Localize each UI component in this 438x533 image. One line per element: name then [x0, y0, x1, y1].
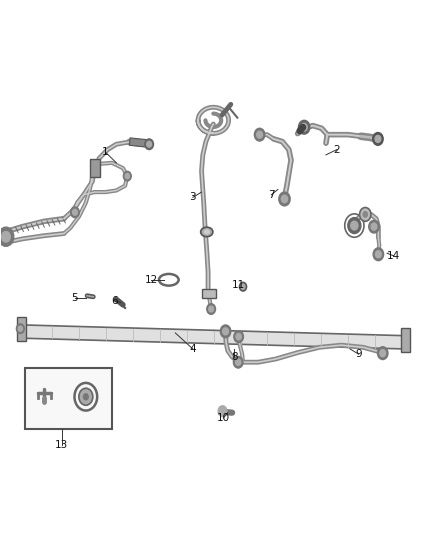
Circle shape	[125, 174, 130, 179]
Text: 13: 13	[55, 440, 68, 450]
Text: 2: 2	[334, 144, 340, 155]
Circle shape	[279, 192, 290, 206]
Text: 3: 3	[190, 192, 196, 203]
Circle shape	[257, 131, 262, 138]
Ellipse shape	[204, 229, 210, 235]
Circle shape	[373, 248, 384, 261]
Bar	[90, 159, 100, 177]
Circle shape	[236, 334, 241, 340]
Circle shape	[301, 124, 307, 131]
Circle shape	[369, 220, 379, 233]
Polygon shape	[25, 325, 403, 349]
Text: 8: 8	[231, 352, 237, 362]
Circle shape	[236, 359, 241, 366]
Circle shape	[147, 141, 152, 147]
Circle shape	[0, 227, 14, 246]
Bar	[201, 289, 215, 298]
Circle shape	[209, 306, 214, 312]
Circle shape	[348, 217, 361, 233]
Text: 1: 1	[102, 147, 109, 157]
Text: 10: 10	[217, 413, 230, 423]
Circle shape	[375, 251, 381, 258]
Circle shape	[233, 357, 243, 368]
Circle shape	[234, 331, 244, 343]
Circle shape	[220, 325, 231, 338]
Circle shape	[373, 133, 383, 146]
Circle shape	[362, 211, 368, 218]
Circle shape	[360, 207, 371, 221]
Text: 6: 6	[111, 296, 117, 306]
Text: 7: 7	[268, 190, 275, 200]
Circle shape	[71, 207, 79, 217]
Circle shape	[223, 328, 229, 335]
Circle shape	[79, 388, 93, 405]
Text: 9: 9	[355, 349, 362, 359]
Circle shape	[380, 350, 385, 357]
Ellipse shape	[201, 227, 213, 237]
Text: 12: 12	[145, 275, 158, 285]
Circle shape	[18, 326, 22, 332]
Circle shape	[145, 139, 153, 150]
Circle shape	[16, 324, 24, 334]
Circle shape	[207, 304, 215, 314]
Bar	[130, 138, 150, 148]
Circle shape	[254, 128, 265, 141]
Circle shape	[281, 195, 288, 203]
Circle shape	[351, 221, 358, 230]
Circle shape	[124, 171, 131, 181]
Circle shape	[218, 406, 227, 416]
Circle shape	[371, 223, 377, 230]
Text: 11: 11	[232, 280, 245, 290]
Circle shape	[375, 135, 381, 142]
Bar	[17, 317, 26, 341]
Bar	[25, 368, 112, 429]
Circle shape	[378, 347, 388, 360]
Text: 5: 5	[71, 293, 78, 303]
Text: 4: 4	[190, 344, 196, 354]
Circle shape	[73, 209, 78, 215]
Bar	[401, 328, 410, 352]
Circle shape	[2, 231, 10, 242]
Circle shape	[298, 120, 310, 134]
Text: 14: 14	[387, 251, 400, 261]
Circle shape	[240, 282, 247, 291]
Circle shape	[83, 393, 89, 400]
